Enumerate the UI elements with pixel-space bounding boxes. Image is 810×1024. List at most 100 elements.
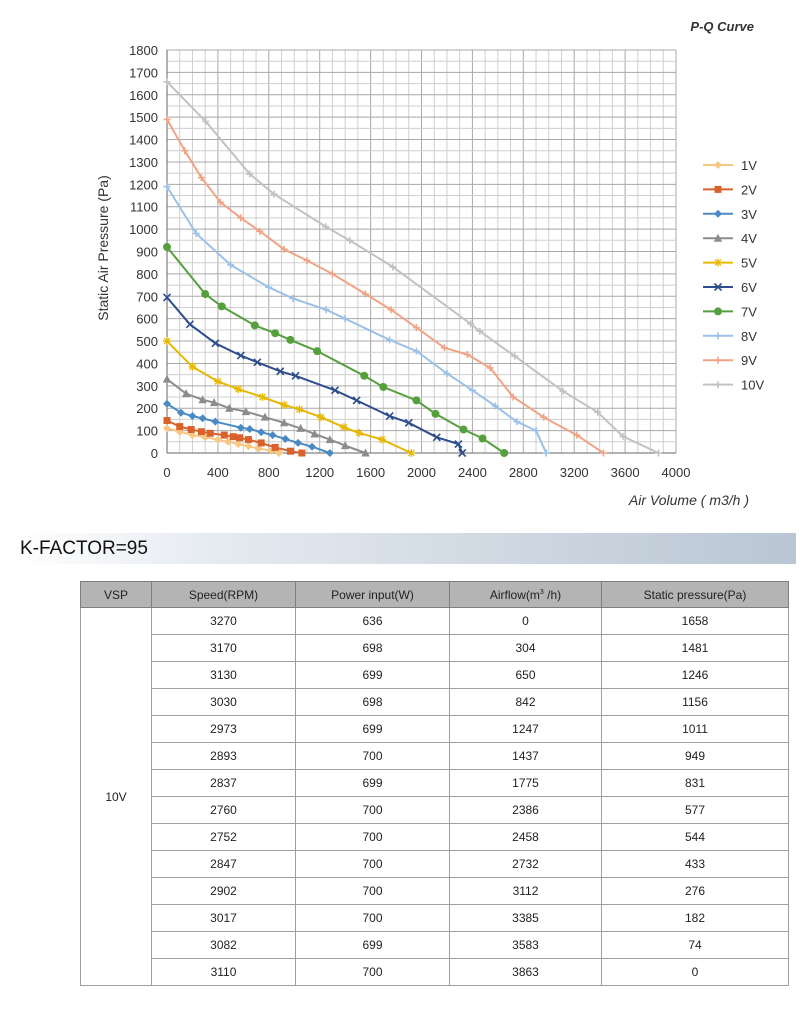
header-airflow: Airflow(m3 /h) [449, 581, 602, 608]
data-point [217, 302, 226, 311]
legend-label: 10V [741, 378, 764, 393]
speed-cell: 2837 [151, 769, 296, 797]
data-point [296, 423, 305, 432]
data-point [216, 198, 224, 206]
y-tick-label: 1700 [129, 65, 158, 80]
power-cell: 698 [295, 688, 450, 716]
table-row: 2837 699 1775 831 [81, 769, 789, 797]
data-point [432, 433, 441, 442]
data-point [468, 386, 476, 394]
data-point [387, 306, 395, 314]
table-row: 2760 700 2386 577 [81, 796, 789, 824]
legend-item-1v: 1V [703, 158, 757, 173]
legend-item-9v: 9V [703, 353, 757, 368]
data-point [206, 429, 214, 437]
x-tick-label: 400 [207, 465, 229, 480]
speed-cell: 3030 [151, 688, 296, 716]
airflow-cell: 0 [449, 607, 602, 635]
legend-swatch-marker [714, 307, 722, 316]
data-point [542, 449, 550, 457]
data-point [280, 245, 288, 253]
y-tick-label: 0 [151, 446, 158, 461]
data-point [279, 418, 289, 427]
y-tick-label: 100 [136, 424, 158, 439]
data-point [211, 417, 220, 426]
data-point [440, 344, 448, 352]
x-tick-label: 0 [163, 465, 170, 480]
legend-swatch-marker [714, 185, 722, 193]
legend-swatch-marker [713, 282, 723, 292]
power-cell: 700 [295, 958, 450, 986]
pressure-cell: 577 [601, 796, 789, 824]
data-point [341, 315, 349, 323]
data-point [225, 403, 234, 412]
header-vsp: VSP [80, 581, 152, 608]
data-point [386, 336, 394, 344]
y-tick-label: 1800 [129, 43, 158, 58]
data-point [236, 434, 244, 442]
data-point [192, 230, 200, 238]
data-point [256, 227, 264, 235]
speed-cell: 2902 [151, 877, 296, 905]
data-point [162, 293, 172, 302]
data-point [209, 398, 219, 407]
x-tick-label: 2400 [458, 465, 487, 480]
table-row: 3082 699 3583 74 [81, 931, 789, 959]
data-point [594, 408, 602, 416]
power-cell: 699 [295, 769, 450, 797]
data-point [257, 428, 266, 437]
table-row: 3030 698 842 1156 [81, 688, 789, 716]
airflow-cell: 3385 [449, 904, 602, 932]
data-point [220, 431, 228, 439]
legend-swatch-marker [714, 381, 722, 389]
pq-chart: P-Q Curve 0 400 800 1200 1600 2000 2400 2800 320… [95, 19, 764, 508]
data-point [244, 436, 252, 444]
data-point [378, 435, 387, 444]
table-row: 3017 700 3385 182 [81, 904, 789, 932]
data-point [458, 448, 467, 458]
pressure-cell: 949 [601, 742, 789, 770]
data-point [201, 290, 210, 299]
series-5v [163, 337, 416, 457]
data-point [313, 347, 322, 356]
data-point [227, 261, 235, 269]
series-line [166, 186, 548, 454]
legend-label: 8V [741, 329, 757, 344]
data-point [322, 306, 330, 314]
table-row: 2893 700 1437 949 [81, 742, 789, 770]
chart-legend: 1V 2V 3V 4V 5V 6V 7V 8V 9V 10V [703, 158, 764, 393]
data-point [655, 449, 663, 457]
speed-cell: 3130 [151, 661, 296, 689]
data-point [322, 223, 330, 231]
data-point [187, 425, 195, 433]
data-point [163, 399, 171, 408]
power-cell: 700 [295, 742, 450, 770]
legend-label: 7V [741, 304, 757, 319]
x-tick-label: 800 [258, 465, 280, 480]
power-cell: 699 [295, 661, 450, 689]
legend-label: 4V [741, 231, 757, 246]
y-tick-label: 900 [136, 245, 158, 260]
series-6v [162, 293, 467, 458]
y-tick-label: 700 [136, 289, 158, 304]
y-axis-title: Static Air Pressure (Pa) [95, 175, 111, 321]
data-point [463, 350, 471, 358]
power-cell: 700 [295, 904, 450, 932]
data-point [163, 417, 171, 425]
data-point [325, 435, 335, 444]
power-cell: 700 [295, 850, 450, 878]
speed-cell: 3110 [151, 958, 296, 986]
data-point [491, 402, 499, 410]
legend-item-6v: 6V [703, 280, 757, 295]
data-point [213, 435, 222, 444]
data-point [346, 237, 354, 245]
data-point [454, 439, 463, 449]
data-point [197, 428, 205, 436]
y-tick-label: 1300 [129, 155, 158, 170]
data-point [271, 443, 279, 451]
airflow-cell: 304 [449, 634, 602, 662]
data-point [379, 382, 388, 391]
legend-item-3v: 3V [703, 207, 757, 222]
data-point [328, 270, 336, 278]
data-point [280, 400, 289, 409]
